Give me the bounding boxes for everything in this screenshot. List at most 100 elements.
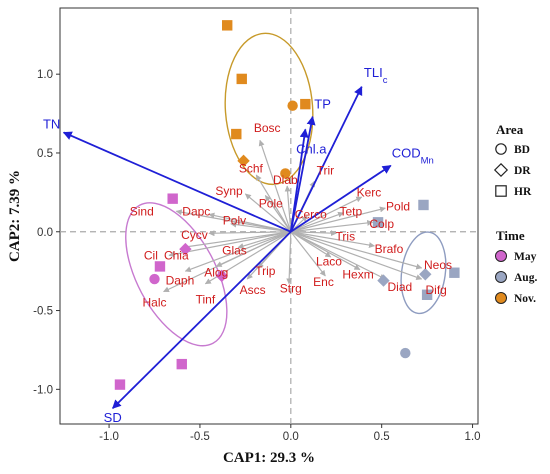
species-label: Diab bbox=[273, 173, 298, 187]
species-label: Laco bbox=[316, 255, 342, 269]
x-tick-label: 1.0 bbox=[465, 431, 481, 443]
species-label: Brafo bbox=[375, 242, 404, 256]
legend-area-label: BD bbox=[514, 144, 530, 156]
species-label: Sind bbox=[130, 204, 154, 218]
legend-time-swatch bbox=[495, 271, 507, 283]
species-label: Cil bbox=[144, 248, 158, 262]
x-tick-label: 0.5 bbox=[374, 431, 390, 443]
legend-area-title: Area bbox=[496, 122, 524, 137]
species-label: Alog bbox=[204, 266, 228, 280]
species-label: Trip bbox=[255, 264, 276, 278]
species-arrow bbox=[290, 231, 376, 248]
x-tick-label: -0.5 bbox=[190, 431, 210, 443]
species-arrow bbox=[290, 231, 423, 270]
sample-point bbox=[114, 379, 126, 390]
environment-arrow bbox=[289, 128, 309, 232]
legend-area-label: HR bbox=[514, 186, 532, 198]
environment-label: SD bbox=[104, 410, 122, 425]
legend-area-label: DR bbox=[514, 165, 531, 177]
species-arrow bbox=[286, 231, 293, 285]
environment-label: TP bbox=[314, 97, 331, 112]
species-arrow bbox=[208, 230, 291, 237]
species-arrow bbox=[168, 231, 291, 258]
sample-point bbox=[377, 274, 390, 287]
legend-time-swatch bbox=[495, 250, 507, 262]
species-label: Kerc bbox=[357, 185, 382, 199]
environment-label: CODMn bbox=[392, 146, 434, 167]
species-arrow bbox=[290, 206, 386, 233]
sample-point bbox=[419, 268, 432, 281]
environment-arrow bbox=[289, 115, 316, 232]
species-label: Tetp bbox=[339, 204, 362, 218]
species-label: Dapc bbox=[182, 204, 210, 218]
x-tick-label: -1.0 bbox=[99, 431, 119, 443]
species-label: Pold bbox=[386, 200, 410, 214]
sample-point bbox=[237, 154, 250, 168]
species-label: Pole bbox=[259, 196, 283, 210]
sample-point bbox=[154, 261, 166, 272]
species-arrow bbox=[163, 231, 292, 293]
environment-arrow bbox=[112, 231, 292, 409]
species-label: Polv bbox=[223, 214, 246, 228]
species-arrow bbox=[258, 139, 292, 232]
species-arrow bbox=[290, 219, 374, 233]
species-label: Halc bbox=[142, 296, 166, 310]
environment-label-subscript: c bbox=[383, 74, 388, 85]
species-arrow bbox=[255, 174, 292, 233]
sample-point bbox=[300, 98, 311, 110]
species-label: Glas bbox=[222, 244, 247, 258]
species-arrow bbox=[290, 230, 337, 237]
species-label: Difg bbox=[426, 283, 447, 297]
sample-point bbox=[167, 193, 178, 204]
species-label: Daph bbox=[166, 274, 195, 288]
sample-point bbox=[418, 199, 429, 211]
species-label: Bosc bbox=[254, 121, 281, 135]
sample-point bbox=[215, 269, 228, 283]
species-arrow bbox=[290, 211, 345, 233]
species-label: Tinf bbox=[196, 293, 216, 307]
legend-time-title: Time bbox=[496, 228, 525, 243]
sample-point bbox=[231, 128, 242, 140]
legend-area-swatch bbox=[495, 185, 507, 197]
environment-label: Chl.a bbox=[296, 141, 327, 156]
species-arrow bbox=[264, 195, 292, 233]
y-tick-label: 0.0 bbox=[37, 227, 53, 239]
species-arrow bbox=[290, 231, 326, 277]
species-arrow bbox=[290, 231, 423, 281]
sample-point bbox=[372, 217, 384, 228]
sample-point bbox=[449, 267, 460, 278]
environment-label: TN bbox=[43, 116, 60, 131]
species-arrow bbox=[290, 231, 386, 280]
sample-point bbox=[287, 100, 298, 111]
confidence-ellipse bbox=[125, 202, 228, 347]
sample-point bbox=[400, 347, 411, 359]
species-label: Colp bbox=[369, 217, 394, 231]
y-tick-label: 0.5 bbox=[37, 148, 53, 160]
species-arrow bbox=[175, 209, 291, 233]
sample-point bbox=[222, 20, 233, 31]
sample-point bbox=[280, 168, 291, 179]
sample-point bbox=[236, 73, 247, 85]
species-label: Chia bbox=[164, 248, 189, 262]
legend-time-swatch bbox=[495, 292, 507, 304]
environment-arrow bbox=[62, 131, 292, 233]
species-arrow bbox=[181, 231, 291, 250]
legend-time-label: May bbox=[514, 251, 537, 263]
species-arrow bbox=[284, 185, 292, 232]
species-arrow bbox=[208, 212, 291, 233]
species-arrow bbox=[184, 231, 292, 273]
x-tick-label: 0.0 bbox=[283, 431, 299, 443]
legend-area-swatch bbox=[495, 143, 507, 155]
sample-point bbox=[176, 358, 187, 370]
species-label: Cerco bbox=[295, 207, 327, 221]
environment-arrow bbox=[290, 164, 392, 233]
species-label: Ascs bbox=[240, 283, 266, 297]
y-tick-label: -0.5 bbox=[33, 306, 53, 318]
species-arrow bbox=[237, 231, 291, 249]
y-tick-label: 1.0 bbox=[37, 69, 53, 81]
plot-border bbox=[59, 7, 479, 425]
legend-area-swatch bbox=[493, 162, 509, 178]
x-axis-title: CAP1: 29.3 % bbox=[223, 450, 315, 466]
